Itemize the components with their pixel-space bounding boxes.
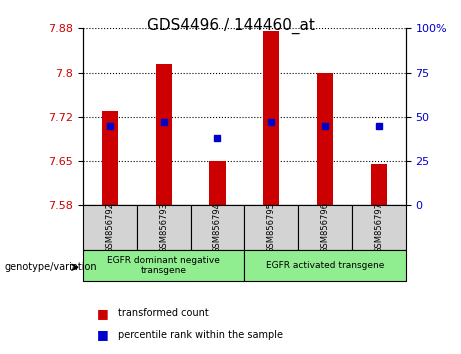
- Text: EGFR activated transgene: EGFR activated transgene: [266, 261, 384, 270]
- Text: ■: ■: [97, 307, 108, 320]
- Text: GSM856796: GSM856796: [320, 202, 330, 253]
- Text: GSM856792: GSM856792: [106, 202, 114, 253]
- Text: ■: ■: [97, 328, 108, 341]
- Bar: [102, 111, 118, 205]
- FancyBboxPatch shape: [190, 205, 244, 250]
- FancyBboxPatch shape: [244, 205, 298, 250]
- FancyBboxPatch shape: [244, 250, 406, 281]
- FancyBboxPatch shape: [137, 205, 190, 250]
- Text: GDS4496 / 144460_at: GDS4496 / 144460_at: [147, 18, 314, 34]
- Text: percentile rank within the sample: percentile rank within the sample: [118, 330, 283, 339]
- FancyBboxPatch shape: [298, 205, 352, 250]
- Bar: [317, 73, 333, 205]
- Text: GSM856797: GSM856797: [374, 202, 383, 253]
- Bar: [371, 164, 387, 205]
- Text: EGFR dominant negative
transgene: EGFR dominant negative transgene: [107, 256, 220, 275]
- Text: transformed count: transformed count: [118, 308, 208, 318]
- Text: GSM856794: GSM856794: [213, 202, 222, 253]
- Bar: [155, 64, 171, 205]
- FancyBboxPatch shape: [83, 250, 244, 281]
- Text: genotype/variation: genotype/variation: [5, 262, 97, 272]
- Text: GSM856793: GSM856793: [159, 202, 168, 253]
- Bar: [209, 161, 225, 205]
- Bar: [263, 31, 279, 205]
- Text: GSM856795: GSM856795: [267, 202, 276, 253]
- FancyBboxPatch shape: [83, 205, 137, 250]
- FancyBboxPatch shape: [352, 205, 406, 250]
